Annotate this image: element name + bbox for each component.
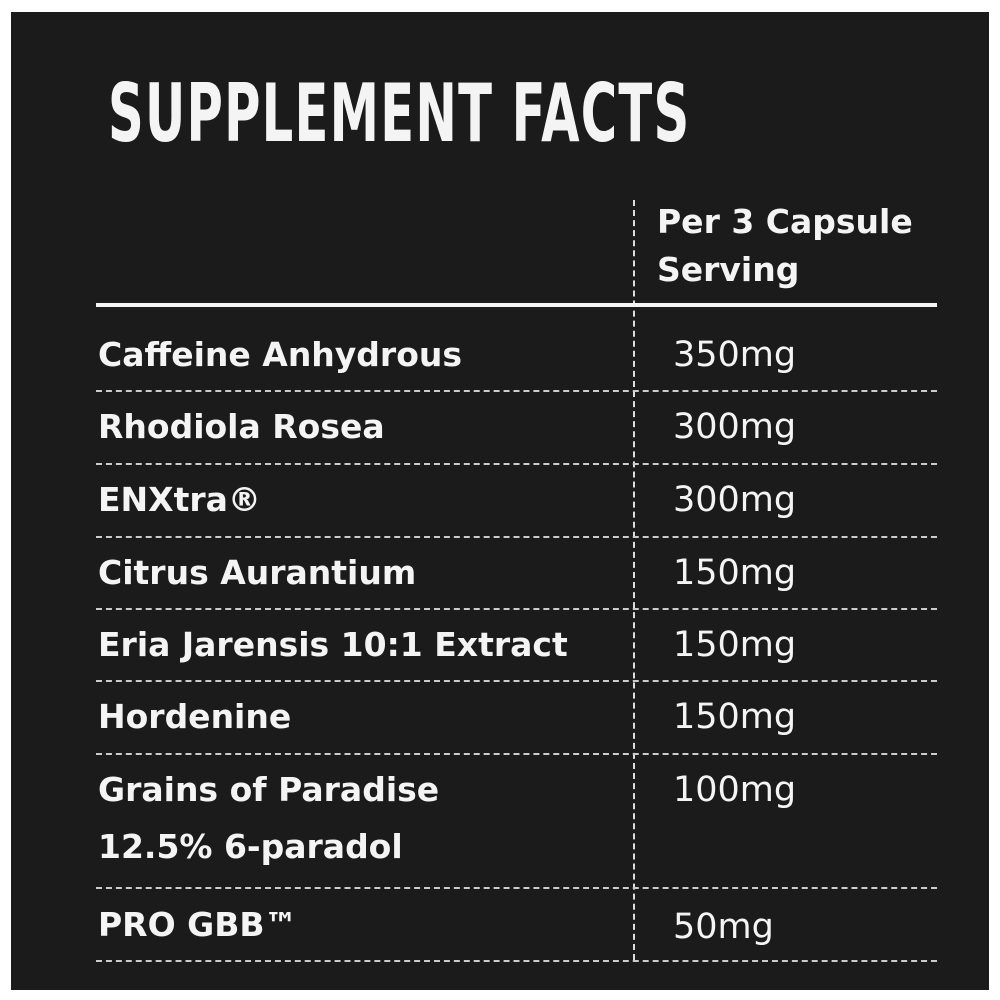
table-row: Caffeine Anhydrous 350mg	[96, 307, 937, 392]
table-row: PRO GBB™ 50mg	[96, 889, 937, 962]
ingredient-name: ENXtra®	[98, 480, 261, 519]
table-row: Citrus Aurantium 150mg	[96, 538, 937, 610]
serving-header: Per 3 Capsule Serving	[657, 198, 913, 294]
serving-header-line2: Serving	[657, 250, 800, 289]
header-divider	[96, 303, 937, 307]
ingredient-amount: 50mg	[673, 907, 774, 947]
ingredient-name-detail: 12.5% 6-paradol	[98, 827, 403, 866]
ingredient-amount: 350mg	[673, 335, 797, 375]
table-row: Grains of Paradise 12.5% 6-paradol 100mg	[96, 755, 937, 889]
ingredient-name: Hordenine	[98, 697, 292, 736]
ingredient-name: Citrus Aurantium	[98, 553, 417, 592]
ingredient-amount: 150mg	[673, 625, 797, 665]
page-title: SUPPLEMENT FACTS	[108, 67, 691, 160]
column-divider	[633, 200, 635, 960]
table-row: Rhodiola Rosea 300mg	[96, 392, 937, 465]
ingredient-name: Caffeine Anhydrous	[98, 335, 463, 374]
supplement-facts-panel: SUPPLEMENT FACTS	[11, 12, 989, 990]
ingredient-amount: 300mg	[673, 407, 797, 447]
ingredient-amount: 150mg	[673, 553, 797, 593]
table-row: Eria Jarensis 10:1 Extract 150mg	[96, 610, 937, 682]
table-row: Hordenine 150mg	[96, 682, 937, 755]
table-row: ENXtra® 300mg	[96, 465, 937, 538]
ingredient-name: Rhodiola Rosea	[98, 407, 385, 446]
ingredient-name: Grains of Paradise	[98, 770, 440, 809]
ingredient-amount: 100mg	[673, 770, 797, 810]
ingredient-amount: 150mg	[673, 697, 797, 737]
ingredient-amount: 300mg	[673, 480, 797, 520]
serving-header-line1: Per 3 Capsule	[657, 202, 913, 241]
ingredient-name: Eria Jarensis 10:1 Extract	[98, 625, 568, 664]
ingredient-name: PRO GBB™	[98, 905, 298, 944]
